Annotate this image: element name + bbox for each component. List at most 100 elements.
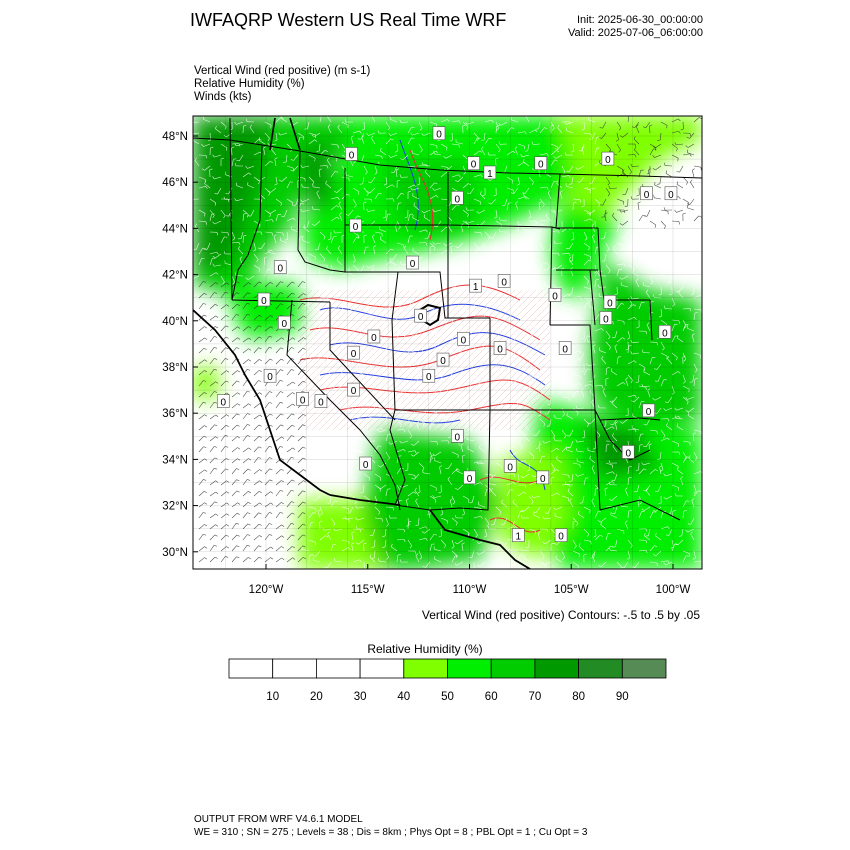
- contour-label-box: [603, 295, 617, 309]
- contour-label: 0: [300, 395, 306, 406]
- lat-tick-label: 38°N: [162, 362, 188, 374]
- longitude-axis: 120°W 115°W 110°W 105°W 100°W: [249, 564, 691, 596]
- lat-tick-label: 48°N: [162, 131, 188, 143]
- contour-label-box: [467, 156, 480, 171]
- colorbar-swatch: [403, 658, 448, 679]
- contour-label-box: [621, 445, 635, 459]
- contour-label-box: [414, 308, 427, 323]
- colorbar-swatch: [490, 658, 536, 679]
- contour-label: 0: [558, 532, 564, 543]
- contour-label: 0: [540, 474, 546, 485]
- contour-label-box: [257, 292, 271, 307]
- lat-tick-label: 44°N: [162, 223, 188, 235]
- contour-label-box: [512, 528, 525, 542]
- colorbar-swatch: [447, 658, 492, 679]
- colorbar-swatch: [578, 658, 623, 679]
- lat-tick-label: 42°N: [162, 270, 188, 282]
- contour-label: 0: [607, 298, 613, 309]
- contour-label: 0: [467, 474, 473, 485]
- colorbar-tick-label: 20: [310, 691, 323, 703]
- wind-barbs: [193, 116, 702, 569]
- political-boundaries: [193, 117, 702, 569]
- contour-label: 0: [646, 407, 652, 418]
- model-footer: OUTPUT FROM WRF V4.6.1 MODEL: [194, 814, 363, 825]
- colorbar-tick-label: 10: [266, 691, 279, 703]
- contour-label-box: [278, 315, 291, 330]
- colorbar-title: Relative Humidity (%): [367, 642, 483, 656]
- contour-label-box: [469, 278, 482, 293]
- contour-label-box: [216, 394, 230, 408]
- contour-label: 0: [261, 296, 267, 307]
- contour-label: 1: [473, 282, 479, 293]
- colorbar-swatch: [315, 658, 361, 679]
- contour-label-box: [349, 218, 362, 233]
- contour-label: 0: [552, 291, 558, 302]
- lat-tick-label: 30°N: [162, 547, 188, 559]
- contour-label: 0: [426, 372, 432, 383]
- model-config-footer: WE = 310 ; SN = 275 ; Levels = 38 ; Dis …: [194, 827, 588, 838]
- colorbar-tick-label: 50: [441, 691, 454, 703]
- contour-label: 0: [455, 432, 461, 443]
- lat-tick-label: 32°N: [162, 501, 188, 513]
- contour-label: 0: [497, 345, 503, 356]
- contour-label: 0: [605, 155, 611, 166]
- contour-label-box: [406, 255, 419, 270]
- contour-label-box: [493, 341, 507, 355]
- contour-label-box: [450, 428, 464, 443]
- valid-time: Valid: 2025-07-06_06:00:00: [568, 27, 703, 39]
- contour-label: 0: [440, 356, 446, 367]
- map-frame: [192, 115, 703, 570]
- contour-label: 0: [461, 335, 467, 346]
- colorbar-swatch: [272, 658, 317, 679]
- contour-label-box: [554, 528, 568, 542]
- contour-label: 0: [668, 190, 674, 201]
- lon-tick-label: 115°W: [351, 584, 385, 596]
- contour-label-box: [463, 470, 476, 485]
- contour-label-box: [457, 331, 470, 346]
- contour-label: 1: [516, 532, 522, 543]
- contour-label: 0: [351, 349, 357, 360]
- contour-label-box: [273, 260, 287, 274]
- contour-label: 0: [282, 319, 288, 330]
- contour-label: 0: [538, 160, 544, 171]
- colorbar-tick-label: 80: [572, 691, 585, 703]
- lon-tick-label: 110°W: [453, 584, 487, 596]
- colorbar-swatch: [534, 658, 580, 679]
- colorbar-tick-label: 30: [354, 691, 367, 703]
- lat-tick-label: 46°N: [162, 177, 188, 189]
- contour-label: 0: [625, 448, 631, 459]
- contour-label-box: [347, 345, 360, 360]
- lon-tick-label: 100°W: [656, 584, 691, 596]
- contour-label: 0: [562, 345, 568, 356]
- field-label-relative-humidity: Relative Humidity (%): [194, 78, 305, 90]
- contour-label: 0: [353, 222, 359, 233]
- colorbar-swatch: [228, 658, 274, 679]
- contour-label-box: [347, 382, 360, 397]
- init-time: Init: 2025-06-30_00:00:00: [577, 14, 703, 26]
- contour-label: 0: [455, 194, 461, 205]
- map-title: IWFAQRP Western US Real Time WRF: [190, 10, 507, 30]
- contour-label: 0: [349, 150, 355, 161]
- contour-label-box: [497, 274, 511, 288]
- lon-tick-label: 120°W: [249, 584, 284, 596]
- contour-label: 0: [220, 398, 226, 409]
- contour-label: 0: [471, 160, 477, 171]
- contour-label: 0: [501, 278, 507, 289]
- lon-tick-label: 105°W: [554, 584, 589, 596]
- colorbar-tick-label: 40: [397, 691, 410, 703]
- lat-tick-label: 34°N: [162, 454, 188, 466]
- contour-label-box: [436, 352, 450, 367]
- contour-label: 0: [418, 312, 424, 323]
- lat-tick-label: 40°N: [162, 316, 188, 328]
- contour-label: 0: [371, 333, 377, 344]
- colorbar-tick-label: 70: [529, 691, 542, 703]
- contour-label: 0: [603, 314, 609, 325]
- contour-label-box: [314, 394, 328, 408]
- contour-label-box: [367, 329, 381, 344]
- lat-lon-grid: [193, 116, 702, 569]
- contour-label-box: [658, 325, 672, 339]
- colorbar-tick-label: 90: [616, 691, 629, 703]
- contour-label-box: [601, 151, 615, 166]
